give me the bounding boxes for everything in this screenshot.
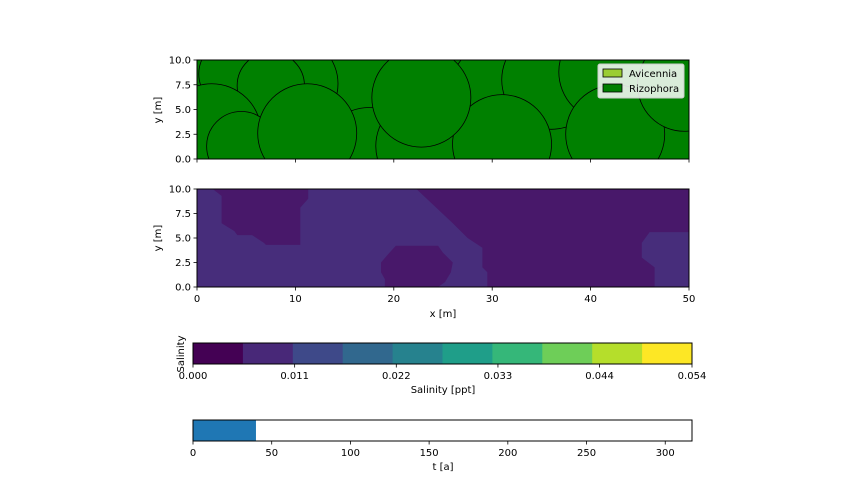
time-tick-label: 300 bbox=[656, 448, 675, 459]
legend-swatch-rizophora bbox=[602, 83, 623, 93]
time-tick-label: 200 bbox=[498, 448, 517, 459]
colorbar-cell bbox=[342, 343, 394, 364]
time-tick-label: 100 bbox=[341, 448, 360, 459]
y-tick-label: 10.0 bbox=[169, 185, 191, 196]
time-progress-panel: 0 50 100 150 200 250 300 t [a] bbox=[190, 419, 693, 473]
tree-map-x-ticks bbox=[196, 159, 690, 163]
colorbar-cells bbox=[193, 343, 693, 364]
legend-swatch-avicennia bbox=[602, 68, 623, 78]
tree-map-y-ticks: 0.0 2.5 5.0 7.5 10.0 bbox=[169, 56, 197, 166]
salinity-region bbox=[212, 189, 309, 245]
legend-label-avicennia: Avicennia bbox=[629, 69, 677, 80]
colorbar-cell bbox=[242, 343, 294, 364]
x-tick-label: 20 bbox=[387, 294, 400, 305]
tree-crown-rizophora bbox=[371, 60, 472, 148]
x-tick-label: 50 bbox=[683, 294, 696, 305]
time-tick-label: 0 bbox=[190, 448, 196, 459]
colorbar-ticks: 0.000 0.011 0.022 0.033 0.044 0.054 bbox=[179, 364, 707, 382]
time-tick-label: 250 bbox=[577, 448, 596, 459]
x-tick-label: 10 bbox=[289, 294, 302, 305]
tree-map-panel: 0.0 2.5 5.0 7.5 10.0 y [m] Avicennia Rizopho… bbox=[153, 56, 690, 166]
legend-label-rizophora: Rizophora bbox=[629, 84, 679, 95]
colorbar-side-label: Salinity bbox=[176, 335, 187, 372]
salinity-map-x-label: x [m] bbox=[430, 309, 457, 320]
colorbar-cell bbox=[592, 343, 643, 364]
tree-crown-rizophora bbox=[452, 94, 552, 159]
time-tick-label: 50 bbox=[265, 448, 278, 459]
time-progress-frame bbox=[192, 419, 693, 442]
y-tick-label: 7.5 bbox=[175, 80, 191, 91]
colorbar-tick-label: 0.054 bbox=[678, 371, 707, 382]
time-progress-bar bbox=[193, 420, 256, 441]
colorbar-cell bbox=[542, 343, 593, 364]
colorbar-cell bbox=[442, 343, 493, 364]
colorbar-cell bbox=[492, 343, 543, 364]
salinity-region bbox=[381, 245, 453, 287]
salinity-map-y-ticks: 0.0 2.5 5.0 7.5 10.0 bbox=[169, 185, 197, 294]
legend: Avicennia Rizophora bbox=[597, 63, 685, 99]
colorbar-cell bbox=[392, 343, 443, 364]
tree-map-y-label: y [m] bbox=[153, 97, 164, 124]
y-tick-label: 2.5 bbox=[175, 130, 191, 141]
y-tick-label: 7.5 bbox=[175, 209, 191, 220]
colorbar-tick-label: 0.022 bbox=[382, 371, 411, 382]
colorbar-tick-label: 0.033 bbox=[484, 371, 513, 382]
time-progress-x-label: t [a] bbox=[432, 462, 453, 473]
salinity-region bbox=[416, 189, 689, 287]
x-tick-label: 0 bbox=[194, 294, 200, 305]
salinity-map-panel: 0.0 2.5 5.0 7.5 10.0 0 10 20 30 40 50 x [m] y [m] bbox=[153, 185, 695, 321]
colorbar-cell bbox=[193, 343, 244, 364]
y-tick-label: 0.0 bbox=[175, 283, 191, 294]
x-tick-label: 30 bbox=[486, 294, 499, 305]
x-tick-label: 40 bbox=[584, 294, 597, 305]
salinity-map-y-label: y [m] bbox=[153, 225, 164, 252]
y-tick-label: 5.0 bbox=[175, 234, 191, 245]
salinity-regions bbox=[212, 189, 689, 287]
colorbar-tick-label: 0.044 bbox=[585, 371, 614, 382]
colorbar-cell bbox=[642, 343, 693, 364]
salinity-map-x-ticks: 0 10 20 30 40 50 bbox=[194, 287, 696, 305]
y-tick-label: 10.0 bbox=[169, 56, 191, 67]
colorbar-tick-label: 0.000 bbox=[179, 371, 208, 382]
time-tick-label: 150 bbox=[420, 448, 439, 459]
colorbar-tick-label: 0.011 bbox=[280, 371, 309, 382]
colorbar-cell bbox=[292, 343, 344, 364]
colorbar-panel: 0.000 0.011 0.022 0.033 0.044 0.054 Salinity … bbox=[176, 335, 706, 396]
time-progress-ticks: 0 50 100 150 200 250 300 bbox=[190, 441, 675, 459]
tree-crown-rizophora bbox=[257, 83, 358, 159]
colorbar-frame bbox=[192, 342, 693, 365]
tree-crowns bbox=[197, 60, 689, 159]
y-tick-label: 0.0 bbox=[175, 155, 191, 166]
colorbar-x-label: Salinity [ppt] bbox=[411, 385, 476, 396]
y-tick-label: 5.0 bbox=[175, 105, 191, 116]
y-tick-label: 2.5 bbox=[175, 258, 191, 269]
